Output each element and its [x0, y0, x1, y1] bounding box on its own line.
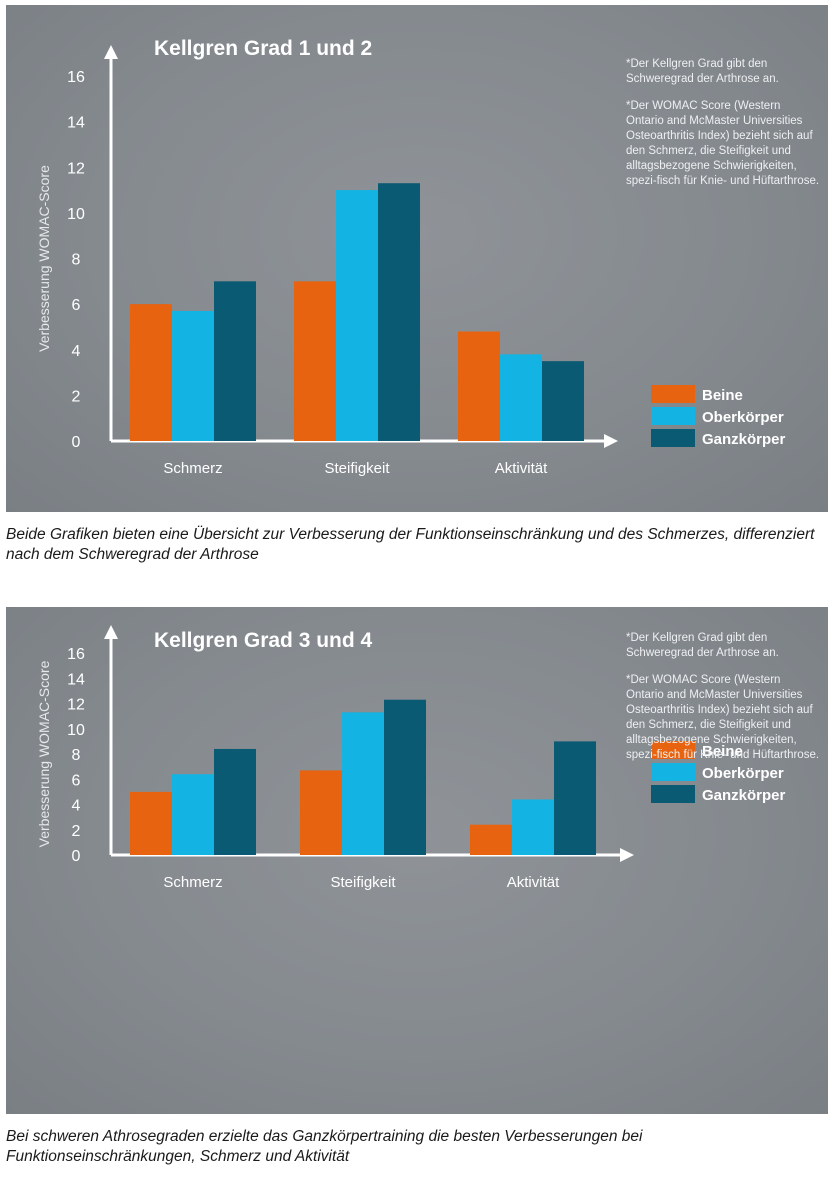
bar-oberkörper-schmerz [172, 310, 214, 441]
y-tick-label: 16 [67, 69, 85, 86]
y-tick-label: 16 [67, 646, 85, 663]
y-tick-label: 0 [72, 434, 81, 451]
y-axis-label: Verbesserung WOMAC-Score [36, 660, 52, 847]
caption-1: Beide Grafiken bieten eine Übersicht zur… [6, 526, 815, 563]
legend-swatch-oberkörper [651, 763, 695, 781]
bar-ganzkörper-aktivität [542, 361, 584, 441]
note-womac: *Der WOMAC Score (Western Ontario and Mc… [626, 674, 820, 761]
legend-swatch-oberkörper [651, 407, 695, 425]
note-womac: *Der WOMAC Score (Western Ontario and Mc… [626, 100, 820, 187]
bar-oberkörper-schmerz [172, 774, 214, 855]
legend-label: Beine [702, 743, 743, 760]
y-tick-label: 4 [72, 343, 81, 360]
bar-ganzkörper-schmerz [214, 748, 256, 855]
x-tick-label: Aktivität [507, 874, 560, 891]
legend-label: Oberkörper [702, 409, 784, 426]
bar-beine-steifigkeit [294, 281, 336, 441]
legend-label: Oberkörper [702, 765, 784, 782]
y-axis-label: Verbesserung WOMAC-Score [36, 165, 52, 352]
legend-swatch-beine [651, 385, 695, 403]
x-axis-arrow [620, 848, 634, 862]
caption-2: Bei schweren Athrosegraden erzielte das … [6, 1128, 643, 1165]
bar-chart-1: Kellgren Grad 1 und 2 Verbesserung WOMAC-… [36, 37, 786, 477]
x-axis-arrow [604, 434, 618, 448]
y-tick-label: 12 [67, 697, 85, 714]
y-tick-label: 10 [67, 722, 85, 739]
bar-oberkörper-aktivität [500, 354, 542, 441]
chart-title: Kellgren Grad 3 und 4 [154, 629, 373, 652]
bar-beine-steifigkeit [300, 770, 342, 855]
bar-ganzkörper-steifigkeit [384, 699, 426, 855]
x-tick-label: Aktivität [495, 460, 548, 477]
bar-beine-aktivität [458, 331, 500, 441]
y-tick-label: 0 [72, 848, 81, 865]
y-tick-label: 4 [72, 798, 81, 815]
legend-label: Ganzkörper [702, 431, 786, 448]
legend-swatch-ganzkörper [651, 785, 695, 803]
bar-beine-schmerz [130, 304, 172, 441]
bar-ganzkörper-aktivität [554, 741, 596, 855]
y-tick-label: 6 [72, 297, 81, 314]
note-kellgren: *Der Kellgren Grad gibt den Schweregrad … [626, 58, 779, 85]
y-tick-label: 14 [67, 115, 85, 132]
y-tick-label: 2 [72, 823, 81, 840]
bar-chart-2: Kellgren Grad 3 und 4 Verbesserung WOMAC-… [36, 625, 786, 891]
bar-ganzkörper-steifigkeit [378, 183, 420, 441]
bar-ganzkörper-schmerz [214, 281, 256, 441]
bar-oberkörper-steifigkeit [336, 190, 378, 441]
legend-label: Ganzkörper [702, 787, 786, 804]
y-tick-label: 2 [72, 388, 81, 405]
bar-beine-aktivität [470, 824, 512, 855]
y-tick-label: 14 [67, 671, 85, 688]
x-tick-label: Schmerz [163, 460, 222, 477]
chart-notes-1: *Der Kellgren Grad gibt den Schweregrad … [626, 57, 821, 201]
bar-oberkörper-aktivität [512, 799, 554, 855]
y-tick-label: 12 [67, 160, 85, 177]
y-tick-label: 8 [72, 747, 81, 764]
chart-notes-2: *Der Kellgren Grad gibt den Schweregrad … [626, 631, 821, 775]
y-axis-arrow [104, 625, 118, 639]
chart-panel-1: Kellgren Grad 1 und 2 Verbesserung WOMAC-… [6, 5, 828, 512]
x-tick-label: Schmerz [163, 874, 222, 891]
legend-swatch-ganzkörper [651, 429, 695, 447]
x-tick-label: Steifigkeit [330, 874, 396, 891]
legend-label: Beine [702, 387, 743, 404]
legend-swatch-beine [651, 741, 695, 759]
y-tick-label: 10 [67, 206, 85, 223]
note-kellgren: *Der Kellgren Grad gibt den Schweregrad … [626, 632, 779, 659]
bar-beine-schmerz [130, 791, 172, 855]
y-axis-arrow [104, 45, 118, 59]
y-tick-label: 6 [72, 772, 81, 789]
chart-title: Kellgren Grad 1 und 2 [154, 37, 372, 60]
chart-panel-2: Kellgren Grad 3 und 4 Verbesserung WOMAC-… [6, 607, 828, 1114]
bar-oberkörper-steifigkeit [342, 712, 384, 855]
x-tick-label: Steifigkeit [324, 460, 390, 477]
y-tick-label: 8 [72, 252, 81, 269]
